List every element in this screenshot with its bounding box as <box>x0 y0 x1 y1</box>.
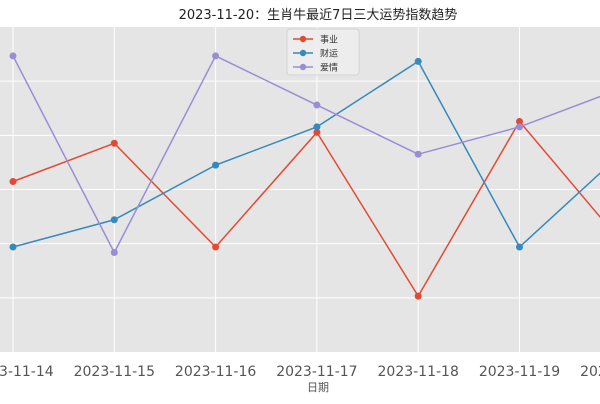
legend-label: 爱情 <box>320 62 338 74</box>
data-point <box>212 52 219 59</box>
data-point <box>516 244 523 251</box>
data-point <box>313 102 320 109</box>
data-point <box>111 140 118 147</box>
legend-label: 事业 <box>320 34 338 46</box>
legend-marker <box>300 64 306 70</box>
data-point <box>313 123 320 130</box>
x-tick-label: 2023-11-16 <box>175 364 256 380</box>
x-axis-label: 日期 <box>307 381 329 394</box>
data-point <box>212 244 219 251</box>
legend-label: 财运 <box>320 48 338 60</box>
data-point <box>415 58 422 65</box>
x-tick-label: 2023-11-15 <box>74 364 155 380</box>
chart-title: 2023-11-20：生肖牛最近7日三大运势指数趋势 <box>179 7 458 23</box>
legend-marker <box>300 36 306 42</box>
data-point <box>516 123 523 130</box>
data-point <box>415 293 422 300</box>
x-tick-label: 2023-11-18 <box>378 364 459 380</box>
data-point <box>10 244 17 251</box>
x-tick-label: 2023-11-20 <box>580 364 600 380</box>
x-tick-label: 2023-11-17 <box>276 364 357 380</box>
data-point <box>212 162 219 169</box>
data-point <box>10 52 17 59</box>
x-tick-labels: 2023-11-14 2023-11-15 2023-11-16 2023-11-17… <box>0 364 600 380</box>
data-point <box>111 249 118 256</box>
legend-marker <box>300 50 306 56</box>
data-point <box>111 216 118 223</box>
data-point <box>415 151 422 158</box>
x-tick-label: 2023-11-14 <box>0 364 54 380</box>
x-tick-label: 2023-11-19 <box>479 364 560 380</box>
data-point <box>10 178 17 185</box>
